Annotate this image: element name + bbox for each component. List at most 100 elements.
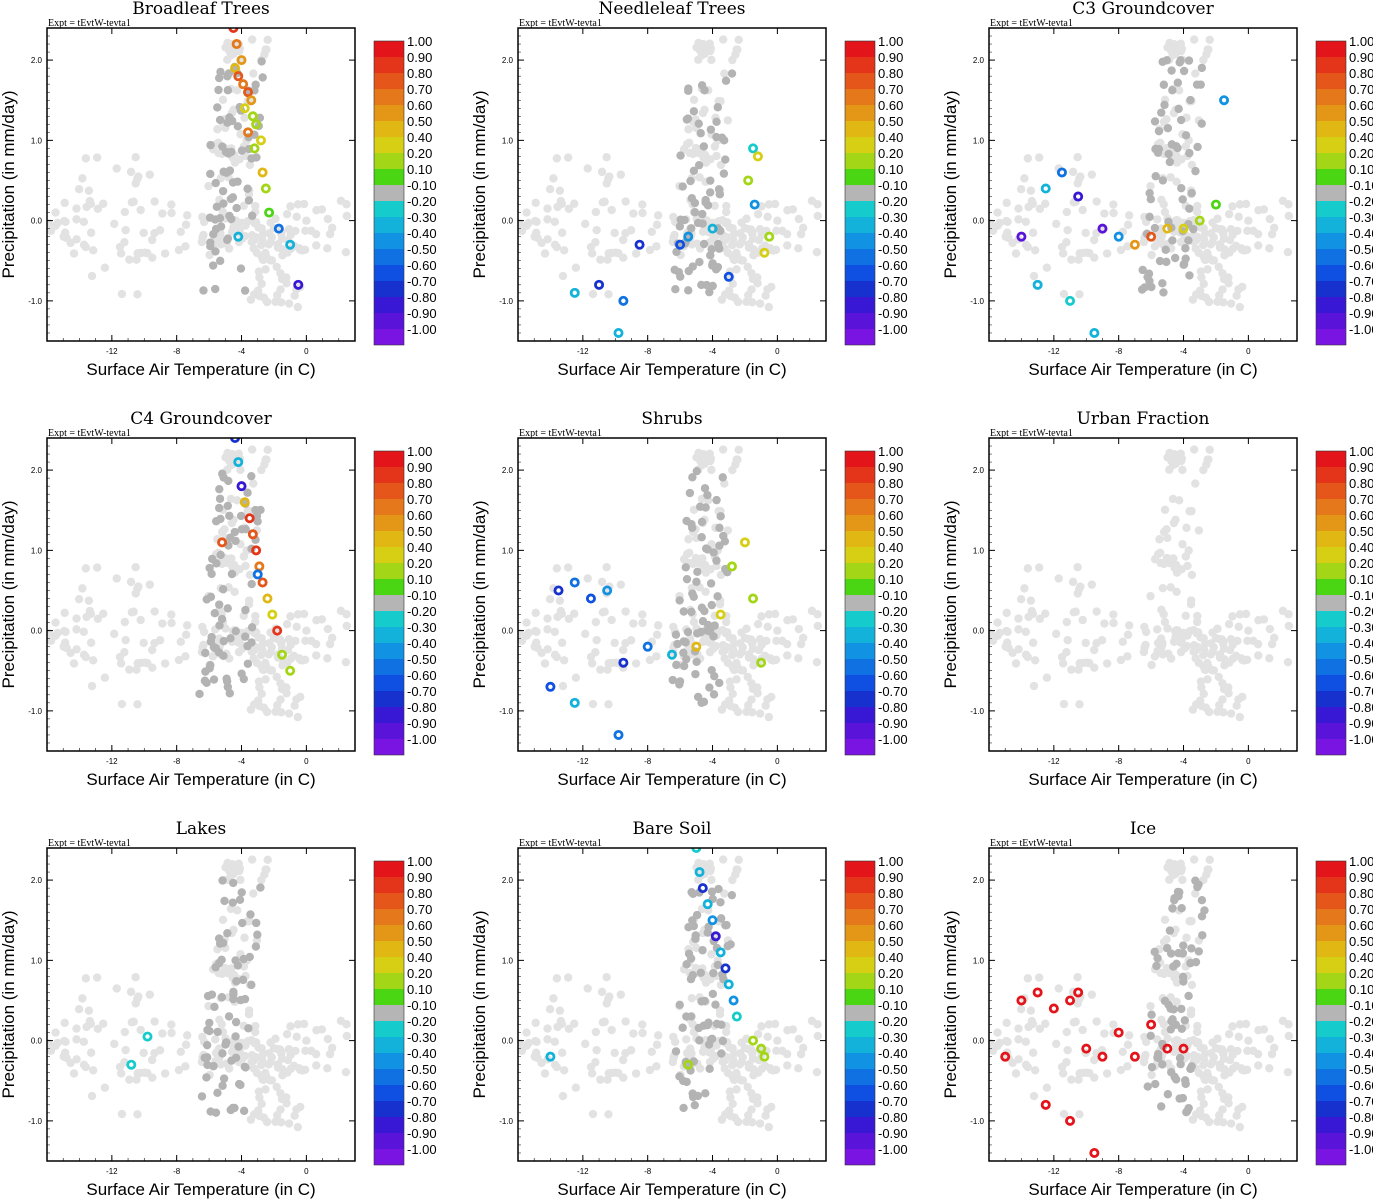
background-point: [732, 265, 741, 274]
background-point: [1192, 232, 1201, 242]
colorbar-swatch: [374, 1053, 404, 1069]
data-point: [759, 1051, 770, 1062]
colorbar-label: -0.30: [1349, 210, 1373, 225]
background-point: [167, 200, 176, 209]
background-point: [772, 226, 781, 236]
background-point: [1166, 173, 1175, 182]
background-point: [1220, 245, 1229, 254]
neutral-point: [1179, 977, 1188, 986]
x-tick-label: -4: [709, 1167, 717, 1176]
background-point: [603, 665, 612, 674]
background-point: [298, 1066, 307, 1075]
colorbar-frame: [844, 40, 876, 346]
background-point: [1234, 695, 1243, 704]
background-point: [1124, 211, 1134, 220]
background-point: [341, 657, 351, 667]
background-point: [199, 217, 209, 227]
background-point: [638, 618, 647, 628]
neutral-point: [1157, 108, 1166, 117]
background-point: [764, 302, 774, 312]
background-point: [1030, 246, 1040, 255]
colorbar-swatch: [845, 739, 875, 755]
neutral-point: [703, 620, 713, 630]
background-point: [148, 663, 157, 672]
background-point: [1165, 858, 1174, 868]
background-point: [126, 577, 136, 587]
background-point: [732, 1085, 741, 1094]
background-point: [251, 611, 260, 621]
neutral-point: [703, 490, 712, 500]
background-point: [1159, 527, 1169, 537]
background-point: [59, 1052, 68, 1061]
data-point: [1097, 223, 1108, 234]
background-point: [989, 226, 998, 235]
background-point: [1073, 152, 1082, 162]
background-point: [1029, 1091, 1039, 1101]
data-point: [273, 223, 284, 234]
data-point: [244, 513, 255, 524]
background-point: [583, 164, 592, 173]
background-point: [257, 1055, 267, 1064]
background-point: [518, 1046, 527, 1055]
colorbar-label: -0.70: [878, 274, 908, 289]
colorbar-swatch: [1316, 153, 1346, 169]
neutral-point: [1177, 183, 1186, 193]
background-point: [1014, 625, 1023, 634]
background-point: [93, 614, 103, 623]
background-point: [253, 696, 263, 705]
background-point: [564, 1024, 574, 1033]
background-point: [1205, 445, 1214, 455]
neutral-point: [688, 473, 697, 482]
colorbar-label: 1.00: [1349, 444, 1373, 459]
background-point: [1172, 177, 1181, 187]
data-point: [1065, 995, 1076, 1006]
neutral-point: [693, 629, 702, 638]
colorbar-label: -0.10: [1349, 178, 1373, 193]
data-point: [1178, 223, 1189, 234]
background-point: [1014, 204, 1023, 213]
y-tick-label: -1.0: [28, 297, 42, 306]
background-point: [125, 665, 134, 674]
background-point: [317, 1025, 327, 1034]
background-point: [1062, 1058, 1071, 1067]
neutral-point: [681, 563, 690, 572]
data-point: [142, 1031, 153, 1042]
background-point: [710, 201, 719, 210]
background-point: [531, 198, 540, 208]
background-point: [587, 249, 597, 258]
colorbar-label: 0.60: [878, 918, 903, 933]
data-point: [1219, 95, 1230, 106]
neutral-point: [1181, 254, 1190, 263]
background-point: [1102, 249, 1112, 258]
data-point: [1032, 279, 1043, 290]
data-point: [236, 55, 247, 66]
background-point: [705, 456, 715, 466]
background-point: [1208, 628, 1217, 637]
background-point: [257, 689, 266, 699]
background-point: [199, 627, 209, 637]
background-point: [1109, 1020, 1118, 1029]
neutral-point: [213, 1027, 222, 1037]
background-point: [272, 1082, 281, 1092]
background-point: [69, 249, 79, 258]
neutral-point: [205, 664, 214, 673]
background-point: [764, 1122, 774, 1132]
panel-title: Shrubs: [641, 409, 702, 429]
background-point: [543, 625, 552, 634]
background-point: [530, 232, 539, 241]
background-point: [687, 993, 696, 1003]
neutral-point: [713, 960, 723, 970]
neutral-point: [706, 579, 716, 588]
data-point: [618, 657, 629, 668]
x-tick-label: -12: [577, 1167, 589, 1176]
neutral-point: [720, 537, 730, 546]
background-point: [342, 1020, 351, 1029]
neutral-point: [230, 527, 240, 537]
data-point: [1073, 191, 1084, 202]
neutral-point: [1168, 236, 1177, 245]
background-point: [214, 148, 223, 158]
background-point: [1186, 1006, 1196, 1015]
neutral-point: [714, 884, 723, 894]
background-point: [682, 1035, 691, 1044]
